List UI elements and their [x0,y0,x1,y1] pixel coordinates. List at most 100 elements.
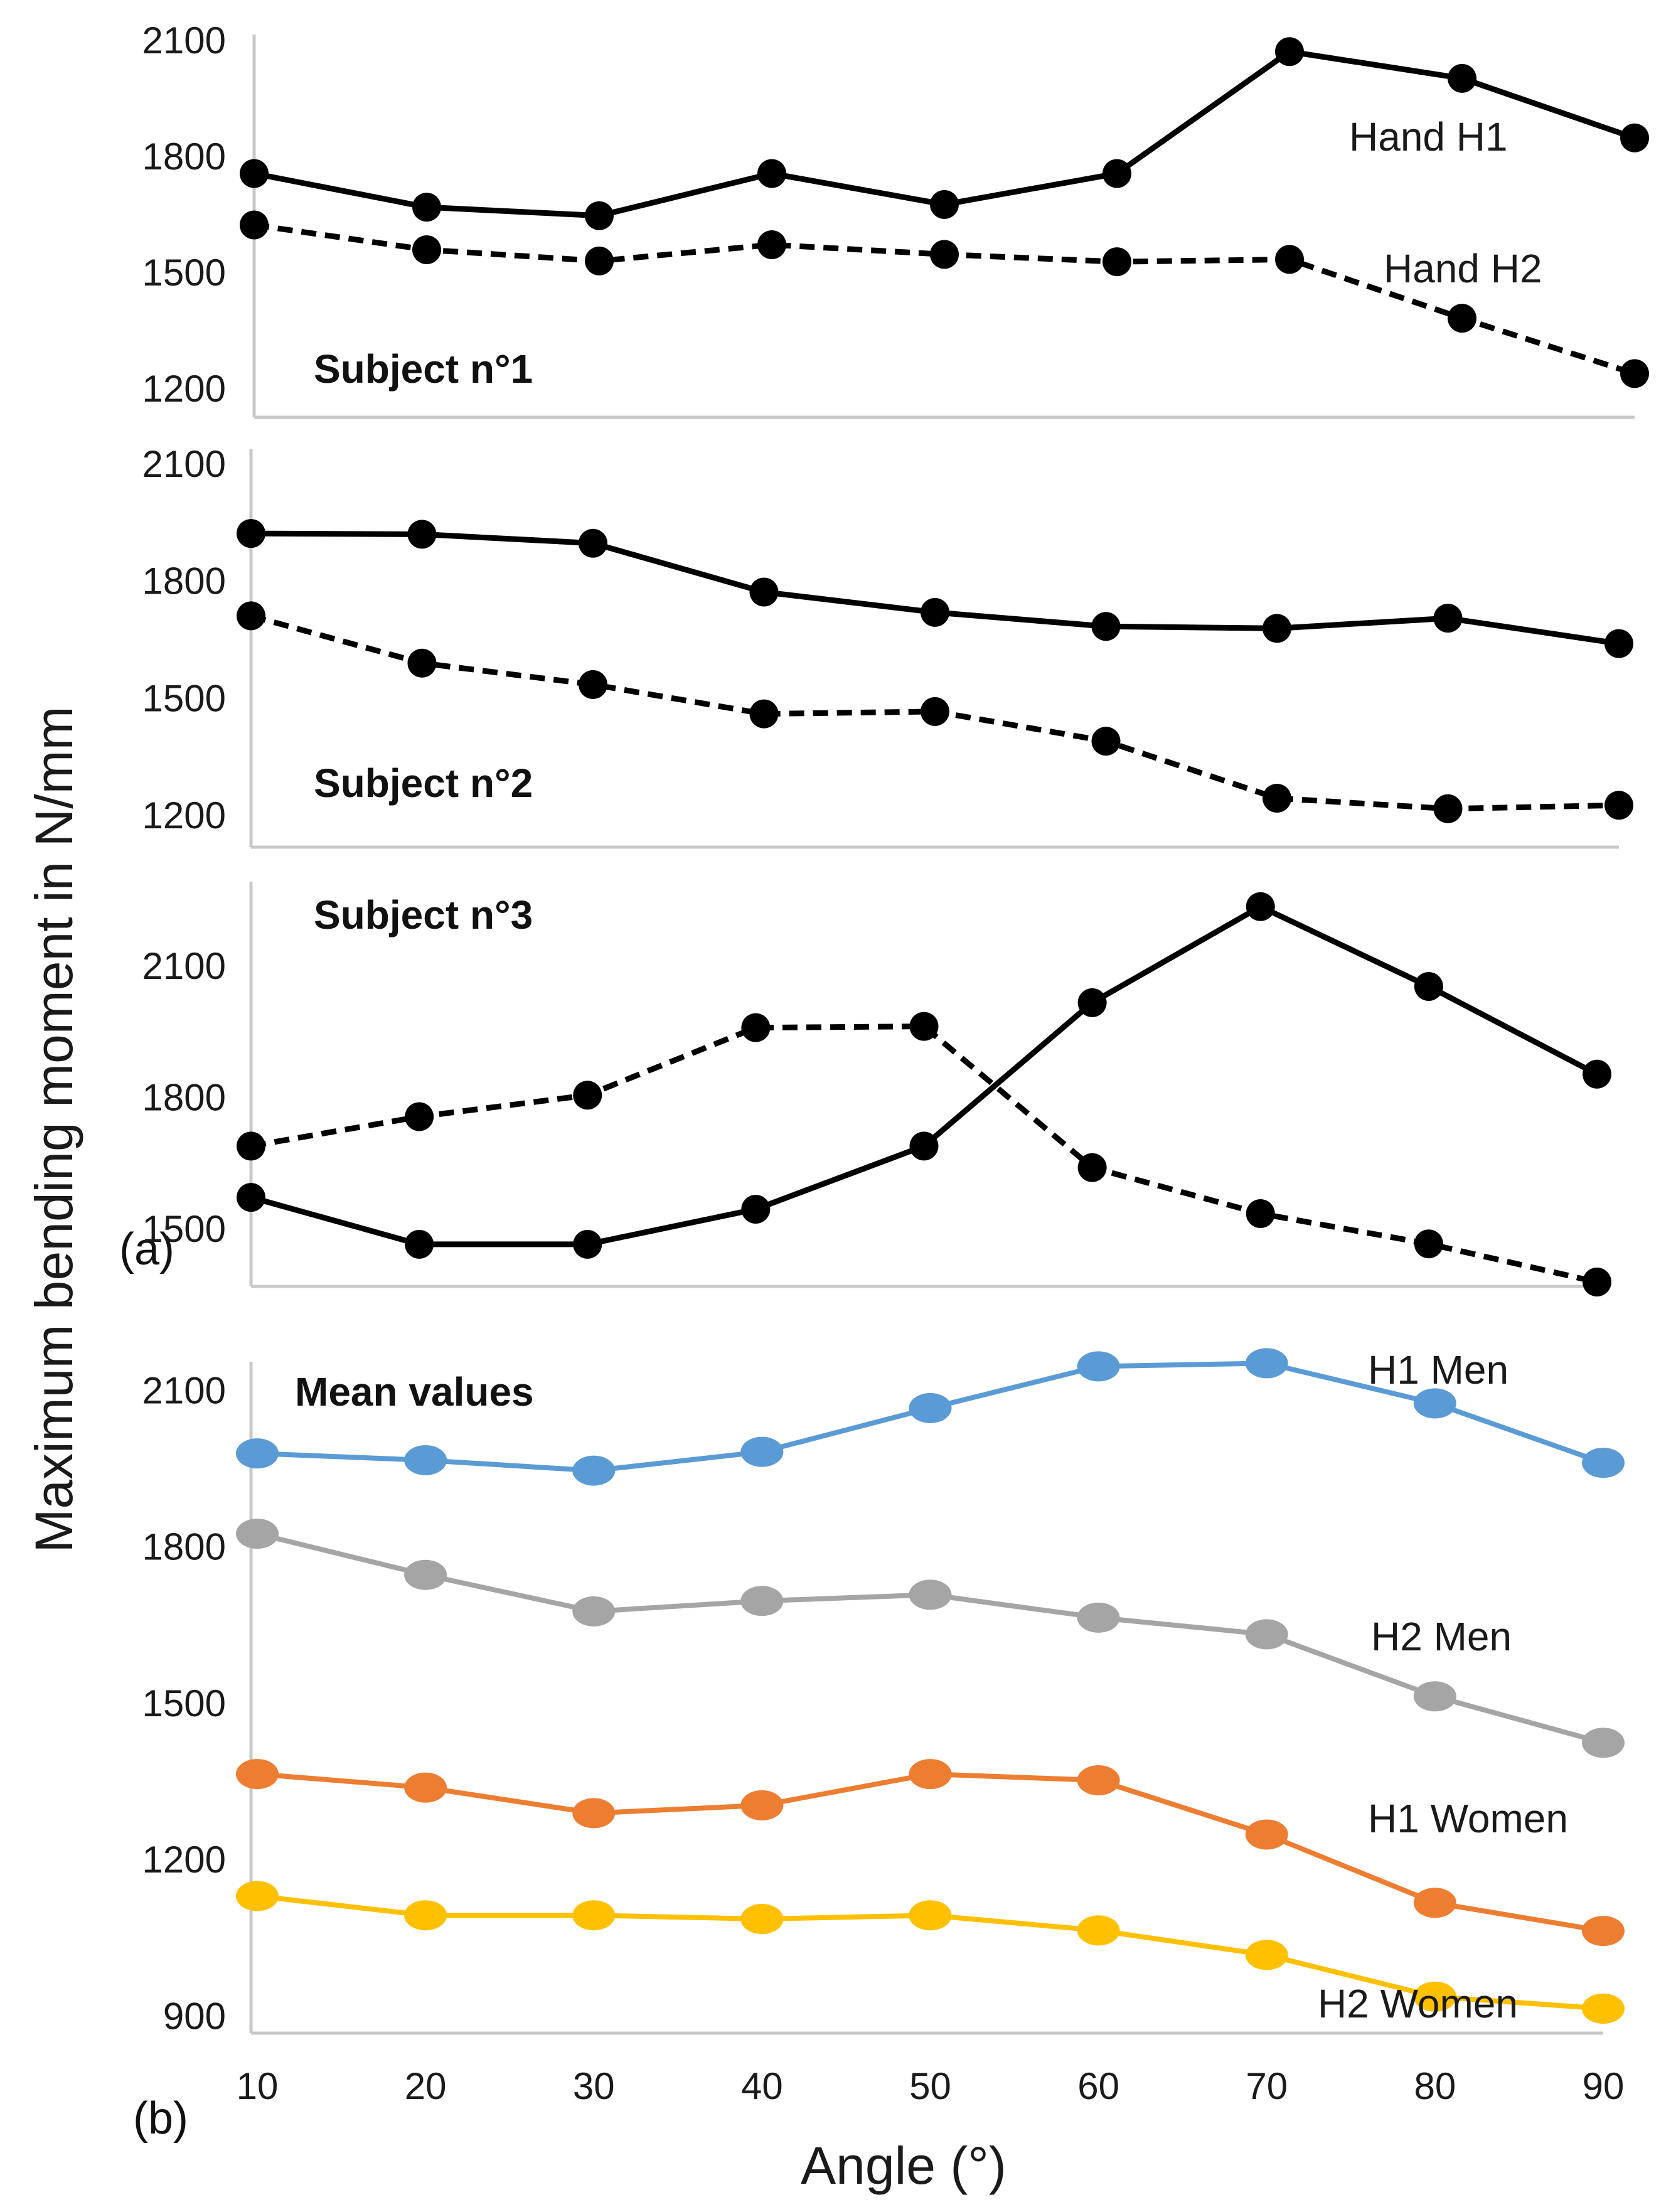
data-point [909,1012,939,1041]
data-point [1620,359,1649,388]
data-point [741,1013,771,1042]
x-tick-label: 10 [237,2065,279,2107]
x-tick-label: 60 [1077,2065,1119,2107]
x-tick-label: 70 [1246,2065,1288,2107]
data-point [236,1759,279,1790]
data-point [585,201,614,230]
data-point [1077,1602,1120,1633]
data-point [1413,1981,1456,2012]
data-point [1091,612,1121,641]
series-h2-men: H2 Men [236,1519,1625,1758]
data-point [572,1596,616,1627]
x-tick-label: 90 [1583,2065,1625,2107]
data-point [1245,1348,1288,1379]
data-point [1604,629,1633,658]
series-hand-h1 [237,519,1633,658]
data-point [579,670,607,699]
chart-panels: 2100 1800 1500 1200 Subject n°1 Hand H1 Hand H… [142,19,1649,2195]
y-tick-label: 1500 [142,1682,226,1724]
series-label: H2 Women [1318,1981,1518,2026]
data-point [579,528,607,558]
data-point [1582,1448,1625,1478]
data-point [1448,63,1476,93]
data-point [240,210,269,240]
y-tick-label: 900 [163,1995,226,2037]
data-point [1245,1619,1288,1650]
data-point [237,1183,265,1212]
chart-panel-subject-n-3: 2100 1800 1500 Subject n°3 [142,882,1611,1296]
x-tick-label: 80 [1414,2065,1456,2107]
y-tick-label: 2100 [142,19,226,61]
chart-panel-mean-values: 2100 1800 1500 1200 900 10 20 30 40 50 60 70 80 90 Ang… [142,1347,1625,2195]
data-point [909,1900,952,1931]
data-point [1263,784,1291,813]
data-point [1413,1388,1456,1419]
y-tick-label: 1800 [142,1526,226,1568]
data-point [921,697,949,726]
data-point [412,193,441,222]
data-point [1077,1351,1120,1382]
data-point [740,1790,784,1820]
y-tick-label: 1200 [142,368,226,410]
series-hand-h2 [237,601,1633,823]
data-point [909,1759,952,1790]
data-point [407,648,437,678]
data-point [1413,1888,1456,1918]
data-point [237,601,265,631]
data-point [1246,1199,1275,1228]
data-point [740,1904,784,1935]
series-label: Hand H2 [1384,246,1542,291]
data-point [1414,971,1443,1001]
panel-title: Subject n°2 [314,761,533,806]
series-line [250,904,1599,1248]
data-point [1102,247,1131,277]
y-tick-label: 1200 [142,794,226,836]
data-point [1604,791,1633,820]
data-point [237,519,265,548]
y-tick-label: 1500 [142,1208,226,1250]
data-point [404,1772,447,1803]
data-point [1433,604,1463,633]
data-point [585,246,614,275]
x-tick-label: 20 [405,2065,447,2107]
y-tick-label: 1200 [142,1839,226,1881]
data-point [404,1559,447,1590]
data-point [757,230,786,259]
panel-title: Subject n°1 [314,346,533,392]
data-point [236,1438,279,1469]
data-point [240,159,269,188]
data-point [1102,159,1131,188]
x-tick-label: 50 [909,2065,951,2107]
x-tick-label: 30 [573,2065,615,2107]
data-point [749,577,779,607]
data-point [757,159,786,188]
data-point [407,520,437,549]
data-point [1091,727,1121,756]
data-point [1414,1229,1443,1259]
data-point [236,1519,279,1549]
data-point [573,1229,602,1259]
chart-panel-subject-n-1: 2100 1800 1500 1200 Subject n°1 Hand H1 Hand H… [142,19,1649,419]
data-point [404,1445,447,1475]
y-tick-label: 1800 [142,136,226,178]
series-h1-women: H1 Women [236,1759,1625,1947]
series-h1-men: H1 Men [236,1347,1625,1486]
data-point [1582,1916,1625,1947]
series-h2-women: H2 Women [236,1881,1625,2026]
series-line [250,1023,1598,1285]
data-point [405,1229,434,1259]
data-point [1448,304,1476,333]
data-point [1620,123,1649,152]
series-label: H2 Men [1371,1614,1512,1659]
data-point [1263,614,1291,643]
y-tick-label: 1800 [142,1076,226,1118]
data-point [921,597,949,627]
data-point [237,1131,265,1161]
series-line [250,530,1620,647]
data-point [404,1900,447,1931]
series-label: Hand H1 [1349,114,1508,159]
data-point [930,240,959,269]
panel-a-label: (a) [119,1224,174,1274]
series-hand-h2 [237,1012,1611,1296]
